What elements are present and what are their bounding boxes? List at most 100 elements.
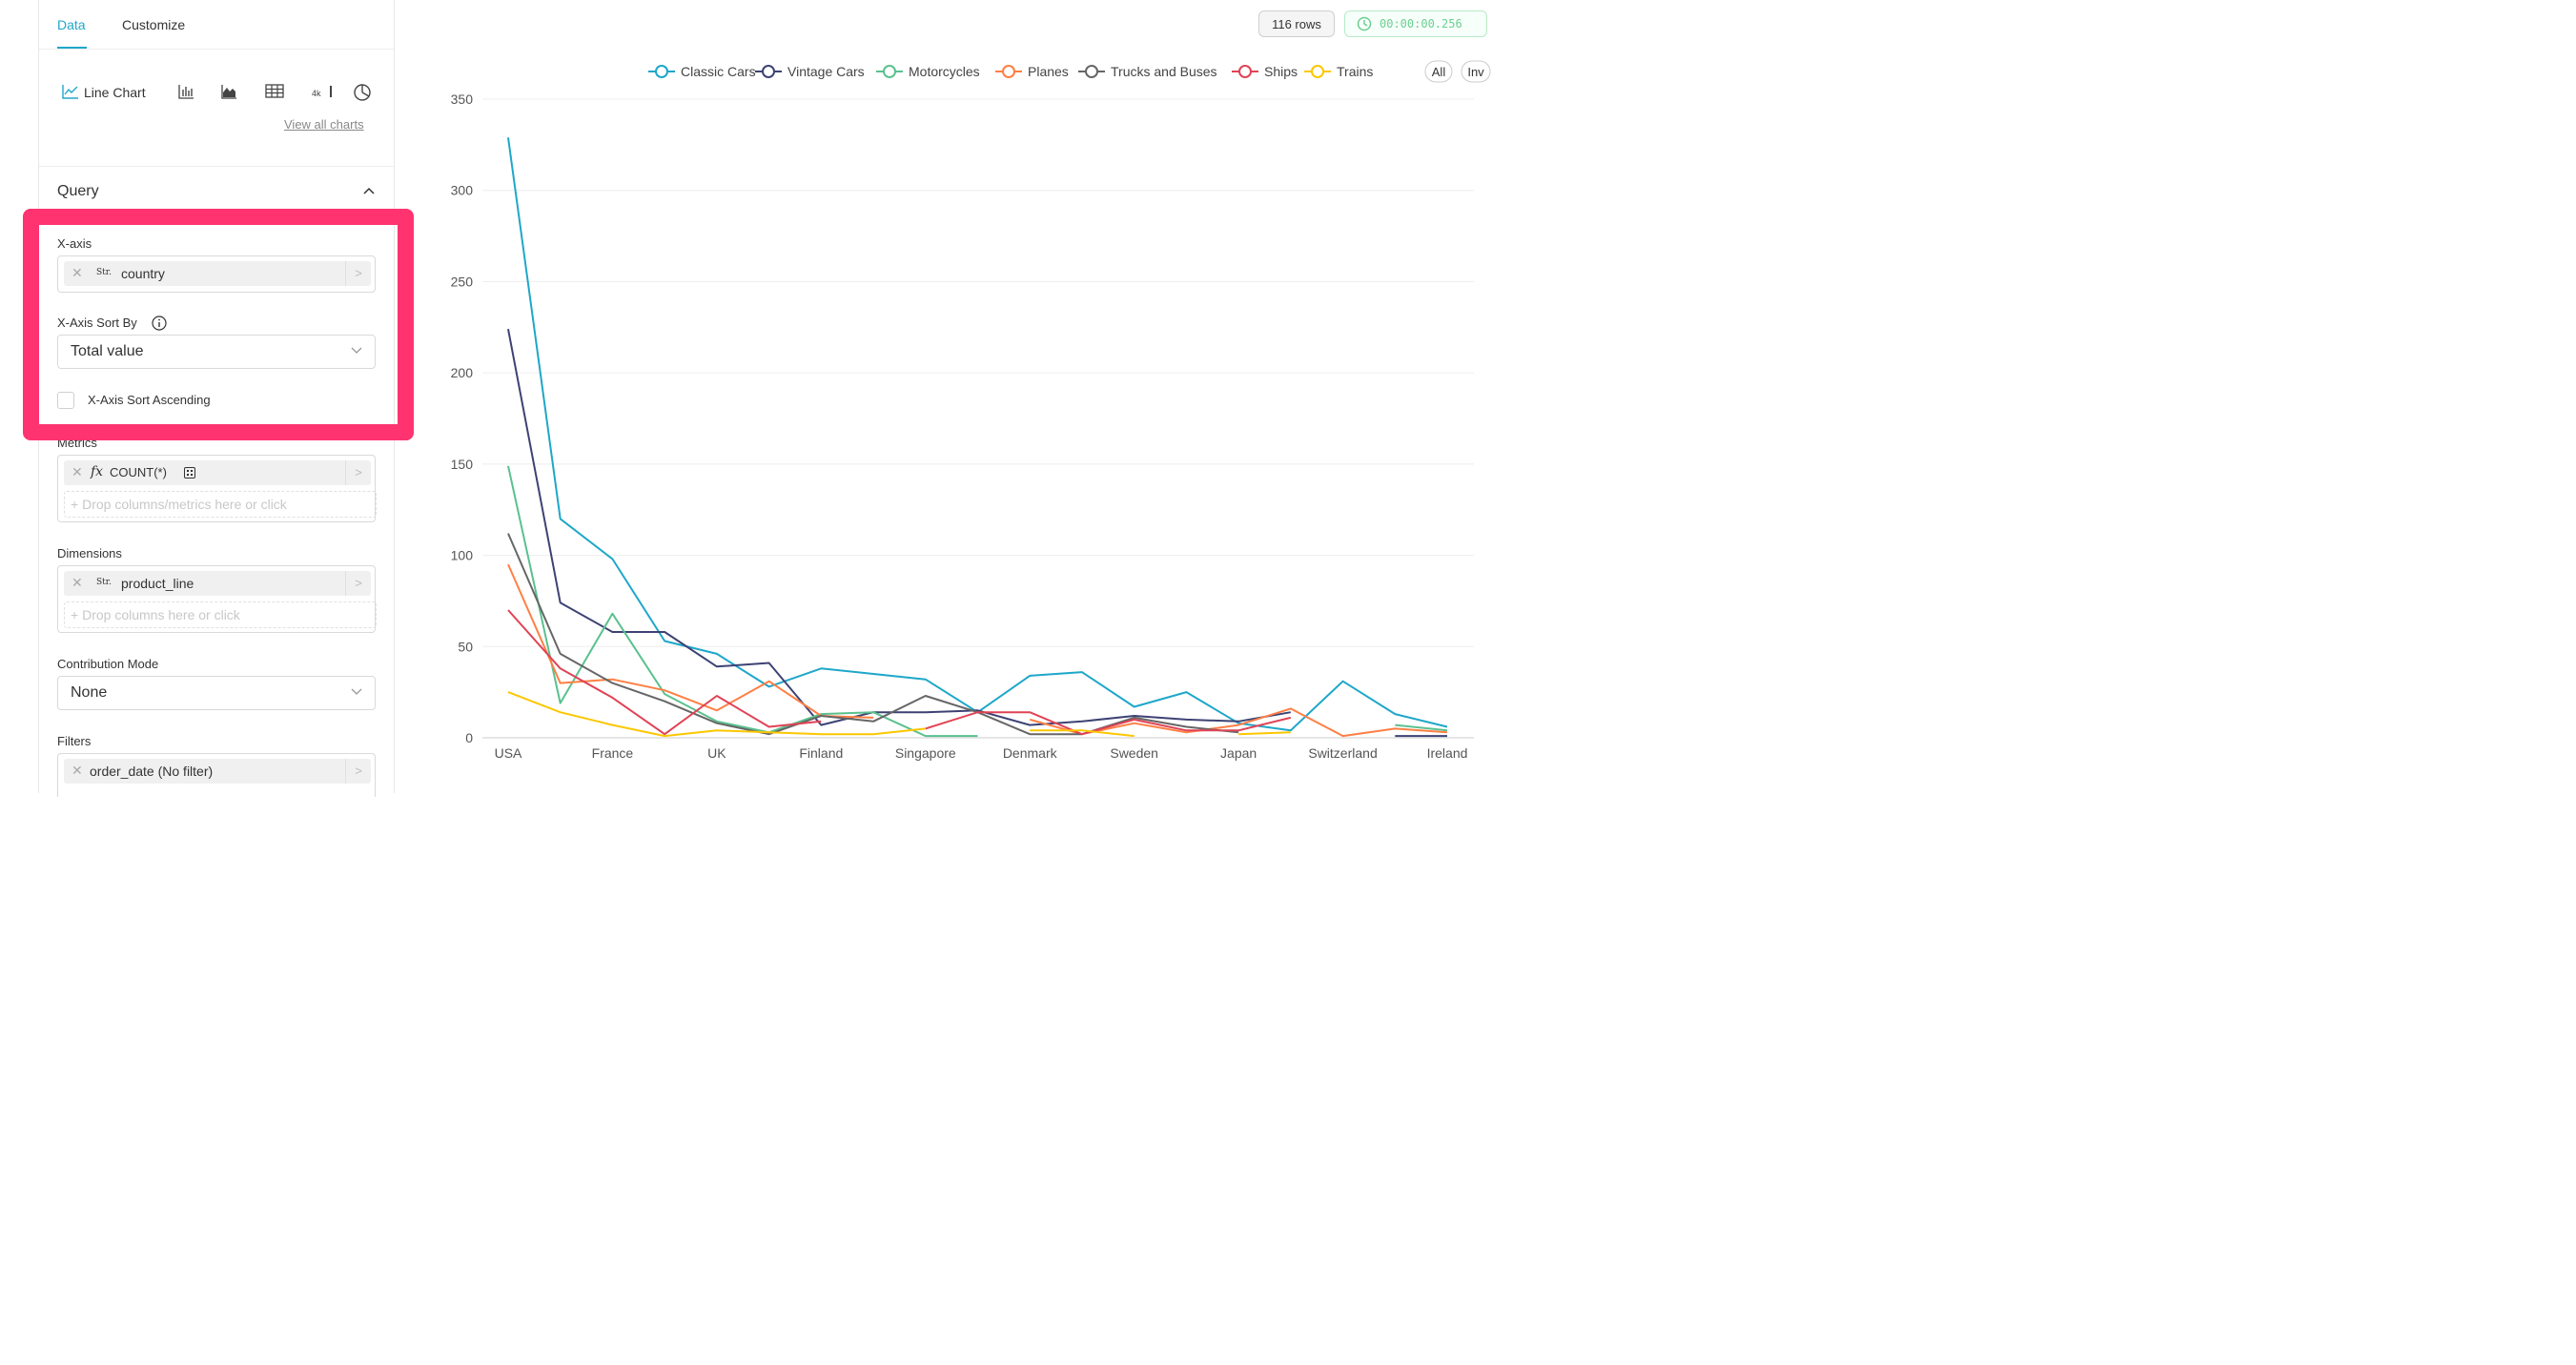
metric-name: COUNT(*) [110, 465, 167, 479]
y-tick-label: 300 [451, 183, 474, 198]
remove-icon[interactable]: ✕ [72, 763, 83, 778]
line-chart-icon [62, 85, 78, 99]
area-chart-icon[interactable] [220, 83, 239, 102]
contribution-value: None [71, 684, 108, 701]
chart-type-label: Line Chart [84, 85, 146, 100]
big-number-label: 4k [312, 89, 321, 98]
series-line [507, 533, 1239, 736]
x-tick-label: Japan [1220, 745, 1257, 761]
y-tick-label: 350 [451, 92, 474, 107]
row-count-badge: 116 rows [1258, 10, 1335, 37]
series-line [1029, 707, 1448, 738]
data-panel: Data Customize Line Chart 4k View all [39, 0, 395, 797]
series-line [925, 711, 1292, 736]
series-line [1238, 731, 1291, 736]
filters-field[interactable]: ✕ order_date (No filter) > [57, 753, 376, 797]
x-tick-label: Finland [799, 745, 843, 761]
metrics-field[interactable]: ✕ fx COUNT(*) > + Drop columns/metrics h… [57, 455, 377, 522]
filter-pill[interactable]: ✕ order_date (No filter) > [64, 759, 371, 784]
xaxis-sort-value: Total value [71, 343, 144, 359]
legend-marker [655, 65, 668, 78]
series-line [507, 563, 874, 719]
line-chart: 0 50 100 150 200 250 300 350 USA France UK Finland S… [451, 60, 1491, 761]
y-tick-label: 200 [451, 365, 474, 380]
dimensions-field[interactable]: ✕ Str. product_line > + Drop columns her… [57, 565, 377, 633]
legend-marker [1311, 65, 1324, 78]
big-number-bar [330, 86, 332, 97]
legend-marker [1238, 65, 1252, 78]
series-line [1395, 723, 1448, 732]
chevron-up-icon[interactable] [362, 186, 376, 195]
dimension-name: product_line [121, 576, 194, 591]
legend-toggle-label: Inv [1467, 65, 1484, 79]
pie-chart-icon[interactable] [353, 83, 372, 102]
chevron-right-icon[interactable]: > [345, 571, 371, 596]
series-line [507, 329, 1291, 726]
x-tick-label: UK [707, 745, 726, 761]
legend-item: Trains [1337, 64, 1373, 79]
chevron-right-icon[interactable]: > [345, 460, 371, 485]
filter-name: order_date (No filter) [90, 764, 214, 779]
x-tick-label: Switzerland [1308, 745, 1377, 761]
y-tick-label: 250 [451, 274, 474, 289]
string-type-icon: Str. [96, 268, 112, 277]
legend-toggle-label: All [1432, 65, 1446, 79]
chevron-right-icon[interactable]: > [345, 759, 371, 784]
tab-data[interactable]: Data [57, 17, 86, 32]
query-section-title[interactable]: Query [57, 183, 99, 199]
string-type-icon: Str. [96, 578, 112, 587]
legend-toggle-button [1461, 60, 1491, 83]
x-tick-label: France [592, 745, 634, 761]
series-line [1030, 729, 1135, 738]
legend-item: Motorcycles [909, 64, 980, 79]
plus-icon: + [71, 497, 83, 512]
big-number-chart-icon[interactable]: 4k [312, 85, 340, 100]
info-icon[interactable] [152, 316, 167, 331]
dimensions-label: Dimensions [57, 546, 122, 560]
query-timer-badge: 00:00:00.256 [1344, 10, 1487, 37]
dimensions-drop-placeholder: Drop columns here or click [82, 607, 240, 622]
legend-marker [1085, 65, 1098, 78]
metrics-drop-placeholder: Drop columns/metrics here or click [82, 497, 287, 512]
x-tick-label: Ireland [1427, 745, 1468, 761]
series-line [507, 137, 1448, 732]
y-tick-label: 0 [465, 730, 473, 745]
legend-marker [883, 65, 896, 78]
chevron-right-icon[interactable]: > [345, 261, 371, 286]
xaxis-sort-select[interactable]: Total value [57, 335, 376, 369]
legend-item: Planes [1028, 64, 1069, 79]
dimensions-drop-zone[interactable]: + Drop columns here or click [64, 601, 377, 628]
remove-icon[interactable]: ✕ [72, 575, 83, 590]
xaxis-label: X-axis [57, 236, 92, 251]
xaxis-column-name: country [121, 266, 165, 281]
metrics-drop-zone[interactable]: + Drop columns/metrics here or click [64, 491, 377, 518]
legend-item: Ships [1264, 64, 1298, 79]
series-line [507, 691, 926, 738]
bar-chart-icon[interactable] [177, 83, 196, 102]
series-line [507, 465, 978, 738]
table-chart-icon[interactable] [265, 83, 284, 102]
contribution-select[interactable]: None [57, 676, 376, 710]
tab-customize[interactable]: Customize [122, 17, 186, 32]
contribution-label: Contribution Mode [57, 657, 159, 671]
metric-pill[interactable]: ✕ fx COUNT(*) > [64, 460, 371, 485]
clock-icon [1357, 16, 1372, 31]
dimension-pill[interactable]: ✕ Str. product_line > [64, 571, 371, 596]
y-tick-label: 150 [451, 457, 474, 472]
section-divider [39, 166, 394, 167]
xaxis-field[interactable]: ✕ Str. country > [57, 255, 376, 293]
chevron-down-icon [351, 688, 362, 695]
remove-icon[interactable]: ✕ [72, 265, 83, 280]
sort-ascending-checkbox[interactable] [57, 392, 74, 409]
legend-toggle-button [1424, 60, 1453, 83]
xaxis-column-pill[interactable]: ✕ Str. country > [64, 261, 371, 286]
plus-icon: + [71, 607, 83, 622]
query-timer-value: 00:00:00.256 [1380, 17, 1462, 31]
chevron-down-icon [351, 347, 362, 354]
x-tick-label: Singapore [895, 745, 956, 761]
x-tick-label: Sweden [1110, 745, 1158, 761]
x-tick-label: USA [495, 745, 522, 761]
remove-icon[interactable]: ✕ [72, 464, 83, 479]
xaxis-sort-label: X-Axis Sort By [57, 316, 137, 330]
view-all-charts-link[interactable]: View all charts [284, 117, 364, 132]
